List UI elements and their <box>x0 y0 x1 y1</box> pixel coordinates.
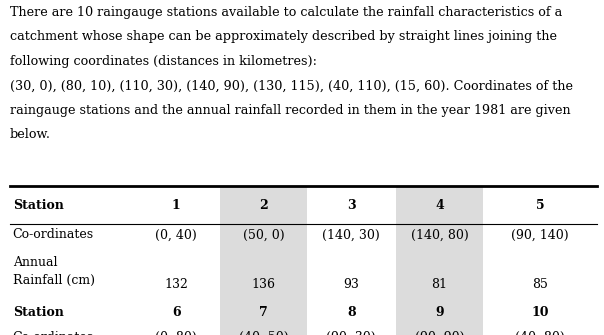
Bar <box>396 298 483 327</box>
Text: Annual: Annual <box>13 256 57 269</box>
Text: Rainfall (cm): Rainfall (cm) <box>13 274 95 287</box>
Text: (50, 0): (50, 0) <box>243 228 284 242</box>
Text: (40, 50): (40, 50) <box>239 331 289 335</box>
Text: (140, 80): (140, 80) <box>411 228 468 242</box>
Text: 1: 1 <box>172 199 181 212</box>
Bar <box>396 224 483 253</box>
Text: 8: 8 <box>347 306 356 319</box>
Bar <box>220 298 307 327</box>
Text: (30, 0), (80, 10), (110, 30), (140, 90), (130, 115), (40, 110), (15, 60). Coordi: (30, 0), (80, 10), (110, 30), (140, 90),… <box>10 79 573 92</box>
Text: There are 10 raingauge stations available to calculate the rainfall characterist: There are 10 raingauge stations availabl… <box>10 6 562 19</box>
Text: 136: 136 <box>252 278 275 291</box>
Text: Station: Station <box>13 199 63 212</box>
Bar <box>220 224 307 253</box>
Text: 93: 93 <box>343 278 359 291</box>
Text: Co-ordinates: Co-ordinates <box>13 331 94 335</box>
Text: Co-ordinates: Co-ordinates <box>13 228 94 242</box>
Text: 9: 9 <box>435 306 444 319</box>
Text: 132: 132 <box>164 278 188 291</box>
Text: Station: Station <box>13 306 63 319</box>
Text: 10: 10 <box>532 306 548 319</box>
Bar <box>220 327 307 335</box>
Text: 4: 4 <box>435 199 444 212</box>
Text: (0, 40): (0, 40) <box>155 228 197 242</box>
Text: 7: 7 <box>259 306 268 319</box>
Text: 6: 6 <box>172 306 181 319</box>
Bar <box>220 186 307 224</box>
Text: catchment whose shape can be approximately described by straight lines joining t: catchment whose shape can be approximate… <box>10 30 557 44</box>
Text: (0, 80): (0, 80) <box>155 331 197 335</box>
Text: (90, 90): (90, 90) <box>415 331 464 335</box>
Text: 85: 85 <box>532 278 548 291</box>
Text: (90, 140): (90, 140) <box>511 228 569 242</box>
Text: 5: 5 <box>536 199 544 212</box>
Bar <box>396 186 483 224</box>
Bar <box>396 253 483 298</box>
Text: 3: 3 <box>347 199 356 212</box>
Text: following coordinates (distances in kilometres):: following coordinates (distances in kilo… <box>10 55 316 68</box>
Text: 81: 81 <box>431 278 448 291</box>
Text: (90, 30): (90, 30) <box>326 331 376 335</box>
Text: below.: below. <box>10 128 51 141</box>
Text: 2: 2 <box>259 199 268 212</box>
Text: (40, 80): (40, 80) <box>515 331 565 335</box>
Bar <box>220 253 307 298</box>
Text: raingauge stations and the annual rainfall recorded in them in the year 1981 are: raingauge stations and the annual rainfa… <box>10 104 570 117</box>
Bar <box>396 327 483 335</box>
Text: (140, 30): (140, 30) <box>323 228 380 242</box>
